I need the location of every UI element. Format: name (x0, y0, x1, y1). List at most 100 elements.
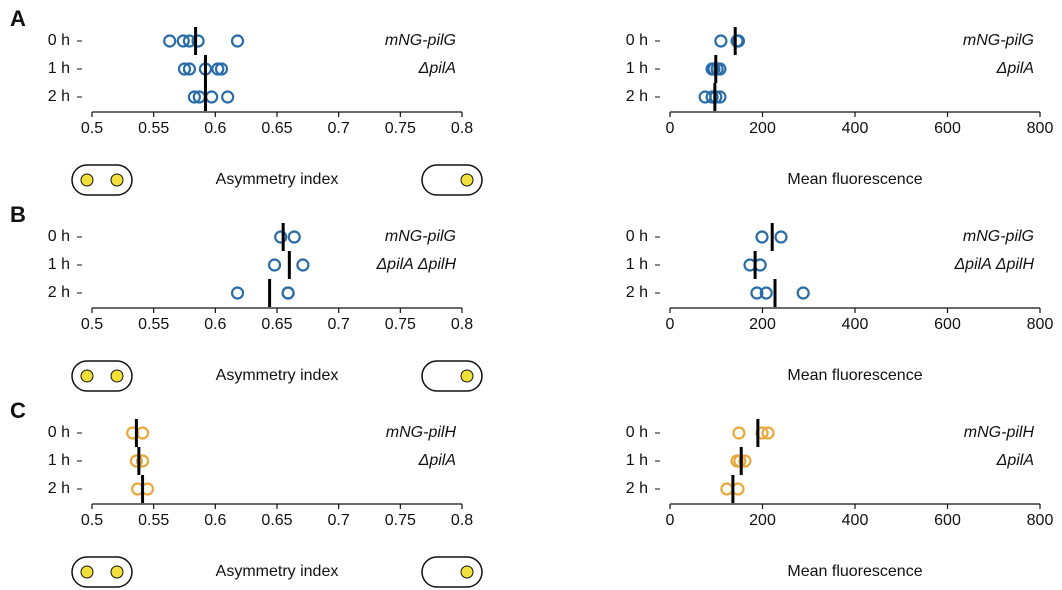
data-point (733, 428, 744, 439)
cell-pole (461, 174, 473, 186)
x-tick-label: 800 (1027, 120, 1054, 137)
x-axis-label: Mean fluorescence (787, 563, 922, 580)
x-axis-label: Asymmetry index (216, 563, 339, 580)
x-tick-label: 0.65 (261, 512, 292, 529)
data-point (721, 484, 732, 495)
data-point (283, 288, 294, 299)
cell-pole (111, 566, 123, 578)
category-label: 1 h (48, 256, 70, 273)
category-label: 1 h (626, 256, 648, 273)
annotation: ΔpilA (996, 60, 1034, 77)
x-tick-label: 600 (934, 316, 961, 333)
x-tick-label: 600 (934, 120, 961, 137)
x-tick-label: 0.7 (328, 512, 350, 529)
data-point (757, 232, 768, 243)
x-tick-label: 0.5 (81, 120, 103, 137)
panel-letter: A (10, 6, 26, 31)
cell-pole (81, 174, 93, 186)
x-tick-label: 400 (842, 512, 869, 529)
category-label: 2 h (48, 88, 70, 105)
x-tick-label: 0.65 (261, 316, 292, 333)
cell-pole (111, 174, 123, 186)
data-point (289, 232, 300, 243)
annotation: ΔpilA (996, 452, 1034, 469)
annotation: ΔpilA ΔpilH (953, 256, 1034, 273)
x-tick-label: 0.5 (81, 512, 103, 529)
category-label: 0 h (48, 228, 70, 245)
x-tick-label: 0.55 (138, 512, 169, 529)
category-label: 2 h (626, 480, 648, 497)
annotation: ΔpilA ΔpilH (375, 256, 456, 273)
category-label: 2 h (626, 88, 648, 105)
x-tick-label: 0.5 (81, 316, 103, 333)
x-tick-label: 200 (749, 316, 776, 333)
x-tick-label: 0.8 (451, 512, 473, 529)
panel-letter: C (10, 398, 26, 423)
annotation: mNG-pilG (963, 228, 1034, 245)
data-point (269, 260, 280, 271)
x-tick-label: 200 (749, 512, 776, 529)
category-label: 0 h (48, 32, 70, 49)
annotation: mNG-pilG (385, 228, 456, 245)
x-axis-label: Mean fluorescence (787, 367, 922, 384)
data-point (798, 288, 809, 299)
x-axis-label: Asymmetry index (216, 171, 339, 188)
category-label: 2 h (626, 284, 648, 301)
x-tick-label: 800 (1027, 512, 1054, 529)
x-tick-label: 0.6 (204, 316, 226, 333)
data-point (232, 288, 243, 299)
category-label: 2 h (48, 284, 70, 301)
annotation: mNG-pilG (385, 32, 456, 49)
x-tick-label: 0.55 (138, 120, 169, 137)
data-point (164, 36, 175, 47)
annotation: ΔpilA (418, 452, 456, 469)
cell-pole (81, 370, 93, 382)
figure: A 0 h 1 h 2 h 0.5 0.55 0.6 0.65 0.7 0.75 0.8 Asymme… (0, 0, 1062, 590)
x-tick-label: 0.6 (204, 512, 226, 529)
category-label: 1 h (626, 452, 648, 469)
x-tick-label: 0.7 (328, 120, 350, 137)
x-tick-label: 0 (666, 120, 675, 137)
category-label: 0 h (48, 424, 70, 441)
data-point (776, 232, 787, 243)
x-tick-label: 0.65 (261, 120, 292, 137)
x-tick-label: 400 (842, 120, 869, 137)
x-tick-label: 0.75 (385, 512, 416, 529)
category-label: 0 h (626, 228, 648, 245)
x-tick-label: 0.8 (451, 316, 473, 333)
category-label: 2 h (48, 480, 70, 497)
data-point (715, 36, 726, 47)
x-axis-label: Asymmetry index (216, 367, 339, 384)
x-tick-label: 0.75 (385, 120, 416, 137)
data-point (232, 36, 243, 47)
x-tick-label: 0.7 (328, 316, 350, 333)
category-label: 0 h (626, 32, 648, 49)
annotation: ΔpilA (418, 60, 456, 77)
cell-pole (461, 566, 473, 578)
x-tick-label: 0.8 (451, 120, 473, 137)
data-point (206, 92, 217, 103)
cell-pole (111, 370, 123, 382)
data-point (297, 260, 308, 271)
x-axis-label: Mean fluorescence (787, 171, 922, 188)
annotation: mNG-pilH (964, 424, 1035, 441)
category-label: 1 h (48, 60, 70, 77)
x-tick-label: 0.6 (204, 120, 226, 137)
x-tick-label: 0 (666, 316, 675, 333)
annotation: mNG-pilG (963, 32, 1034, 49)
x-tick-label: 600 (934, 512, 961, 529)
x-tick-label: 0.55 (138, 316, 169, 333)
x-tick-label: 800 (1027, 316, 1054, 333)
x-tick-label: 0.75 (385, 316, 416, 333)
x-tick-label: 200 (749, 120, 776, 137)
x-tick-label: 0 (666, 512, 675, 529)
cell-pole (461, 370, 473, 382)
panel-letter: B (10, 202, 26, 227)
category-label: 1 h (48, 452, 70, 469)
category-label: 1 h (626, 60, 648, 77)
x-tick-label: 400 (842, 316, 869, 333)
annotation: mNG-pilH (386, 424, 457, 441)
cell-pole (81, 566, 93, 578)
category-label: 0 h (626, 424, 648, 441)
data-point (222, 92, 233, 103)
